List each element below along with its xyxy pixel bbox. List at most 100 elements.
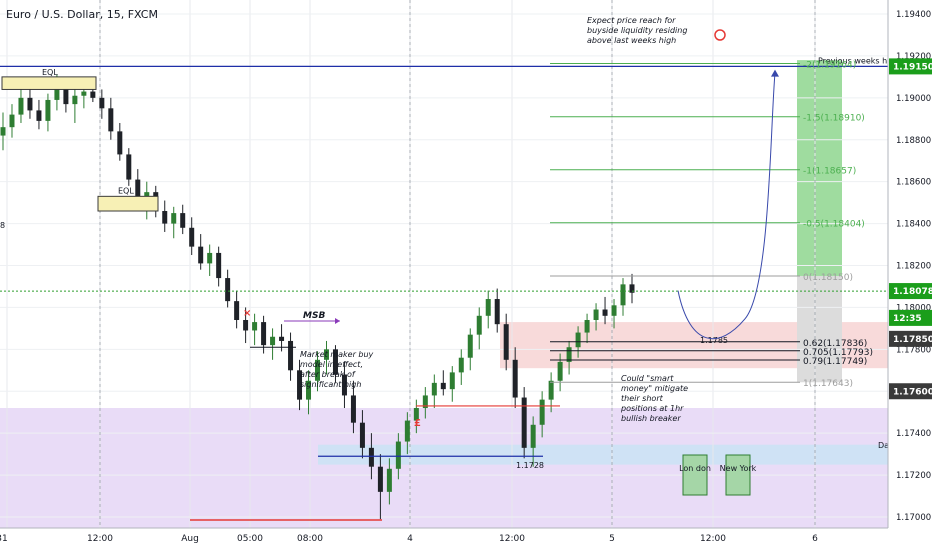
fib-level-label: 1(1.17643) xyxy=(803,379,853,389)
price-tick-label: 1.19200 xyxy=(896,52,931,62)
candle-body xyxy=(548,380,554,400)
candle-body xyxy=(350,395,356,423)
price-badge xyxy=(889,283,932,300)
candle-body xyxy=(99,97,105,109)
candle-body xyxy=(144,192,150,199)
time-tick-label: 5 xyxy=(609,534,615,544)
price-badge-label: 1.19150 xyxy=(893,62,932,72)
prev-week-high-label: Previous weeks high xyxy=(818,56,900,65)
price-tick-label: 1.17800 xyxy=(896,345,931,355)
candle-body xyxy=(629,284,635,293)
candle-body xyxy=(216,252,222,279)
eql-top-label: EQL xyxy=(42,68,58,77)
candle-body xyxy=(602,309,608,316)
price-tick-label: 1.18000 xyxy=(896,303,931,313)
candle-body xyxy=(279,336,285,341)
price-tick-label: 1.17200 xyxy=(896,471,931,481)
level-1785-label: 1.1785 xyxy=(700,336,728,345)
fib-level-label: -1.5(1.18910) xyxy=(803,114,865,124)
candle-body xyxy=(341,374,347,396)
candle-body xyxy=(162,211,168,224)
candle-body xyxy=(584,319,590,333)
candle-body xyxy=(530,424,536,448)
newyork-session-box xyxy=(725,454,751,496)
price-badge xyxy=(889,58,932,75)
price-badge xyxy=(889,383,932,400)
candle-body xyxy=(306,380,312,400)
eql-mid-label: EQL xyxy=(118,186,134,195)
time-tick-label: Aug xyxy=(181,534,199,544)
fib-level-label: 0.62(1.17836) xyxy=(803,339,867,349)
candle-body xyxy=(252,322,258,331)
time-tick-label: 12:00 xyxy=(700,534,726,544)
candle-body xyxy=(467,334,473,358)
candle-body xyxy=(485,299,491,316)
price-badge-label: 1.17850 xyxy=(893,335,932,345)
candle-body xyxy=(234,301,240,320)
candle-body xyxy=(395,441,401,469)
london-label: Lon don xyxy=(679,464,711,473)
price-tick-label: 1.17000 xyxy=(896,513,931,523)
candle-body xyxy=(431,382,437,396)
candle-body xyxy=(368,447,374,467)
candle-body xyxy=(189,227,195,247)
candle-body xyxy=(207,252,213,264)
time-tick-label: 08:00 xyxy=(297,534,323,544)
candle-body xyxy=(261,322,267,346)
candle-body xyxy=(297,370,303,400)
candle-body xyxy=(557,361,563,381)
candle-body xyxy=(566,347,572,362)
price-badge-label: 12:35 xyxy=(893,314,922,324)
candle-body xyxy=(359,422,365,448)
fib-level-label: 0.79(1.17749) xyxy=(803,357,867,367)
fib-level-label: 0.705(1.17793) xyxy=(803,348,873,358)
eql-mid-box xyxy=(97,195,159,212)
time-tick-label: 05:00 xyxy=(237,534,263,544)
candle-body xyxy=(270,336,276,346)
candle-body xyxy=(494,299,500,325)
candle-body xyxy=(620,284,626,306)
candle-body xyxy=(521,397,527,448)
candle-body xyxy=(45,99,51,121)
left-edge-label: 8 xyxy=(0,221,5,230)
candle-body xyxy=(386,468,392,492)
candle-body xyxy=(243,319,249,331)
candle-body xyxy=(27,97,33,111)
smart-money-note: Could "smart money" mitigate their short… xyxy=(621,374,689,423)
candle-body xyxy=(0,127,6,136)
low-label: 1.1728 xyxy=(516,461,544,470)
fib-level-label: -2(1.19164) xyxy=(803,60,856,70)
msb-label: MSB xyxy=(303,311,325,321)
price-tick-label: 1.19400 xyxy=(896,10,931,20)
price-tick-label: 1.18800 xyxy=(896,136,931,146)
candle-body xyxy=(315,359,320,381)
price-tick-label: 1.18400 xyxy=(896,220,931,230)
time-tick-label: 6 xyxy=(812,534,818,544)
price-badge xyxy=(889,309,932,326)
candle-body xyxy=(126,154,132,180)
candle-body xyxy=(198,246,204,264)
candle-body xyxy=(225,278,231,302)
candle-body xyxy=(476,315,482,335)
fib-level-label: -1(1.18657) xyxy=(803,167,856,177)
candle-body xyxy=(323,349,329,360)
pound-marker: £ xyxy=(414,418,421,429)
price-tick-label: 1.18200 xyxy=(896,262,931,272)
candle-body xyxy=(18,97,24,115)
candle-body xyxy=(332,349,338,375)
mm-note: Market maker buy model in effect, after … xyxy=(300,350,374,389)
cross-marker: × xyxy=(243,308,251,319)
candle-body xyxy=(36,110,42,121)
candle-body xyxy=(512,359,518,398)
price-tick-label: 1.18600 xyxy=(896,178,931,188)
candle-body xyxy=(108,108,114,132)
candle-body xyxy=(422,395,428,409)
candle-body xyxy=(135,179,141,199)
target-note: Expect price reach for buyside liquidity… xyxy=(587,16,688,45)
candle-body xyxy=(171,213,177,224)
candle-body xyxy=(440,382,446,390)
candle-body xyxy=(413,408,419,421)
time-tick-label: 4 xyxy=(407,534,413,544)
candle-body xyxy=(539,399,545,425)
